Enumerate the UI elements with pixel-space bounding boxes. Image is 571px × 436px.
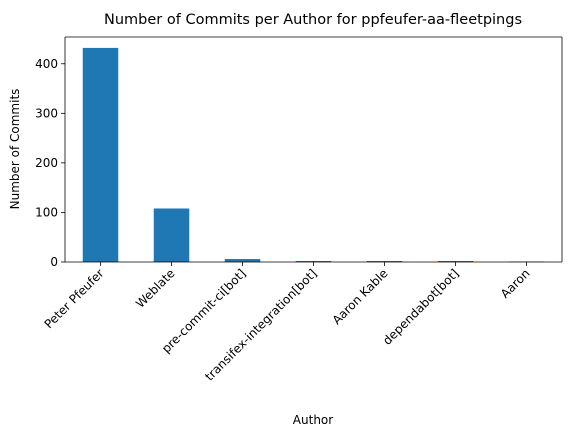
bar bbox=[437, 261, 474, 262]
bar bbox=[82, 47, 119, 263]
x-tick-label: Aaron bbox=[498, 266, 533, 301]
y-tick-label: 400 bbox=[35, 57, 58, 71]
bar bbox=[295, 261, 332, 262]
y-tick-label: 300 bbox=[35, 106, 58, 120]
bar bbox=[224, 259, 261, 262]
bar bbox=[366, 261, 403, 262]
chart-title: Number of Commits per Author for ppfeufe… bbox=[104, 12, 522, 28]
x-tick-label: dependabot[bot] bbox=[380, 266, 462, 348]
y-axis-label: Number of Commits bbox=[8, 89, 22, 210]
x-tick-label: Aaron Kable bbox=[330, 266, 391, 327]
y-tick-label: 200 bbox=[35, 156, 58, 170]
x-tick-label: Weblate bbox=[133, 266, 178, 311]
y-tick-label: 0 bbox=[50, 255, 58, 269]
x-axis-label: Author bbox=[293, 413, 333, 427]
x-tick-label: Peter Pfeufer bbox=[42, 266, 107, 331]
y-tick-label: 100 bbox=[35, 205, 58, 219]
bar bbox=[153, 208, 190, 262]
